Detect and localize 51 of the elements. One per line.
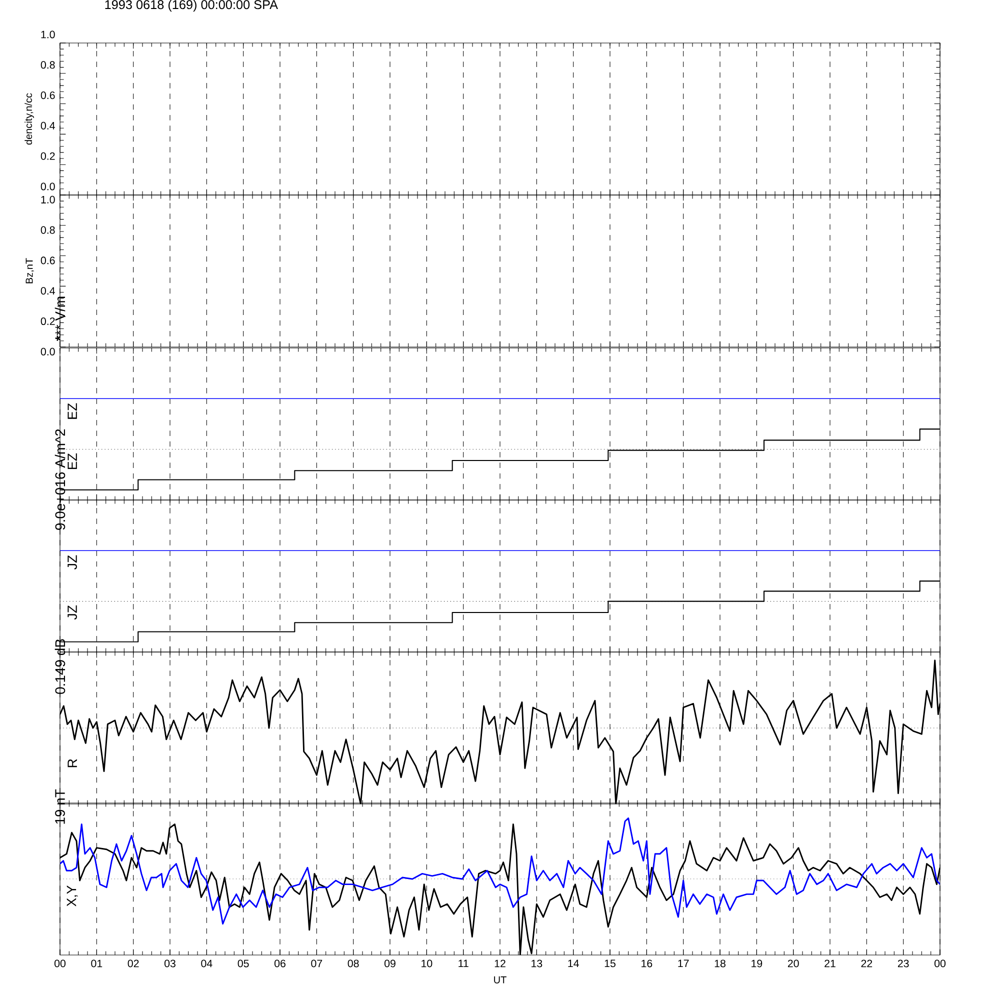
x-tick-label: 16	[642, 960, 652, 968]
x-tick-label: 00	[934, 960, 946, 968]
y-tick-label: 0.0	[40, 182, 55, 190]
x-tick-label: 08	[348, 960, 359, 968]
y-axis-title: 0.149 dB	[54, 639, 66, 694]
chart-title: 1993 0618 (169) 00:00:00 SPA	[105, 0, 278, 12]
x-tick-label: 06	[274, 960, 286, 968]
x-tick-label: 01	[91, 960, 102, 968]
y-axis-title: Bz,nT	[26, 258, 34, 284]
x-tick-label: 04	[201, 960, 212, 968]
x-tick-label: 02	[128, 960, 139, 968]
y-axis-title: 19 nT	[55, 789, 65, 824]
x-tick-label: 20	[788, 960, 799, 968]
y-tick-label: 0.4	[40, 287, 55, 295]
x-tick-label: 14	[568, 960, 579, 968]
y-tick-label: 0.8	[40, 61, 55, 69]
text: EZ	[68, 453, 77, 469]
x-tick-label: 15	[604, 960, 616, 968]
x-tick-label: 10	[422, 960, 432, 968]
y-tick-label: 0.0	[40, 348, 55, 356]
x-tick-label: 11	[458, 960, 468, 968]
x-tick-label: 17	[678, 960, 689, 968]
x-tick-label: 03	[164, 960, 176, 968]
x-tick-label: 09	[384, 960, 396, 968]
y-tick-label: 0.6	[40, 256, 55, 264]
text: R	[68, 759, 77, 768]
y-axis-title: 9.0e+016 A/m^2	[54, 429, 66, 530]
y-tick-label: 1.0	[41, 196, 55, 204]
y-tick-label: 1.0	[41, 30, 55, 38]
x-tick-label: 23	[898, 960, 909, 968]
x-tick-label: 07	[311, 960, 322, 968]
y-tick-label: 0.2	[40, 317, 55, 326]
x-axis-title: UT	[494, 976, 506, 984]
x-tick-label: 19	[752, 960, 762, 968]
y-axis-title: dencity,n/cc	[24, 93, 34, 145]
x-tick-label: 12	[494, 960, 506, 968]
y-tick-label: 0.2	[40, 152, 55, 160]
text: JZ	[68, 605, 77, 620]
text: JZ	[68, 555, 77, 570]
x-tick-label: 18	[714, 960, 726, 968]
x-tick-label: 05	[238, 960, 249, 968]
text: EZ	[68, 403, 77, 419]
y-tick-label: 0.8	[40, 226, 55, 234]
x-tick-label: 21	[824, 960, 836, 968]
annotation: X,Y	[66, 886, 78, 906]
y-axis-title: *** V/m	[54, 296, 66, 341]
x-tick-label: 22	[861, 960, 872, 968]
x-tick-label: 00	[54, 960, 66, 968]
y-tick-label: 0.6	[40, 92, 55, 100]
y-tick-label: 0.4	[40, 122, 55, 130]
x-tick-label: 13	[532, 960, 542, 968]
